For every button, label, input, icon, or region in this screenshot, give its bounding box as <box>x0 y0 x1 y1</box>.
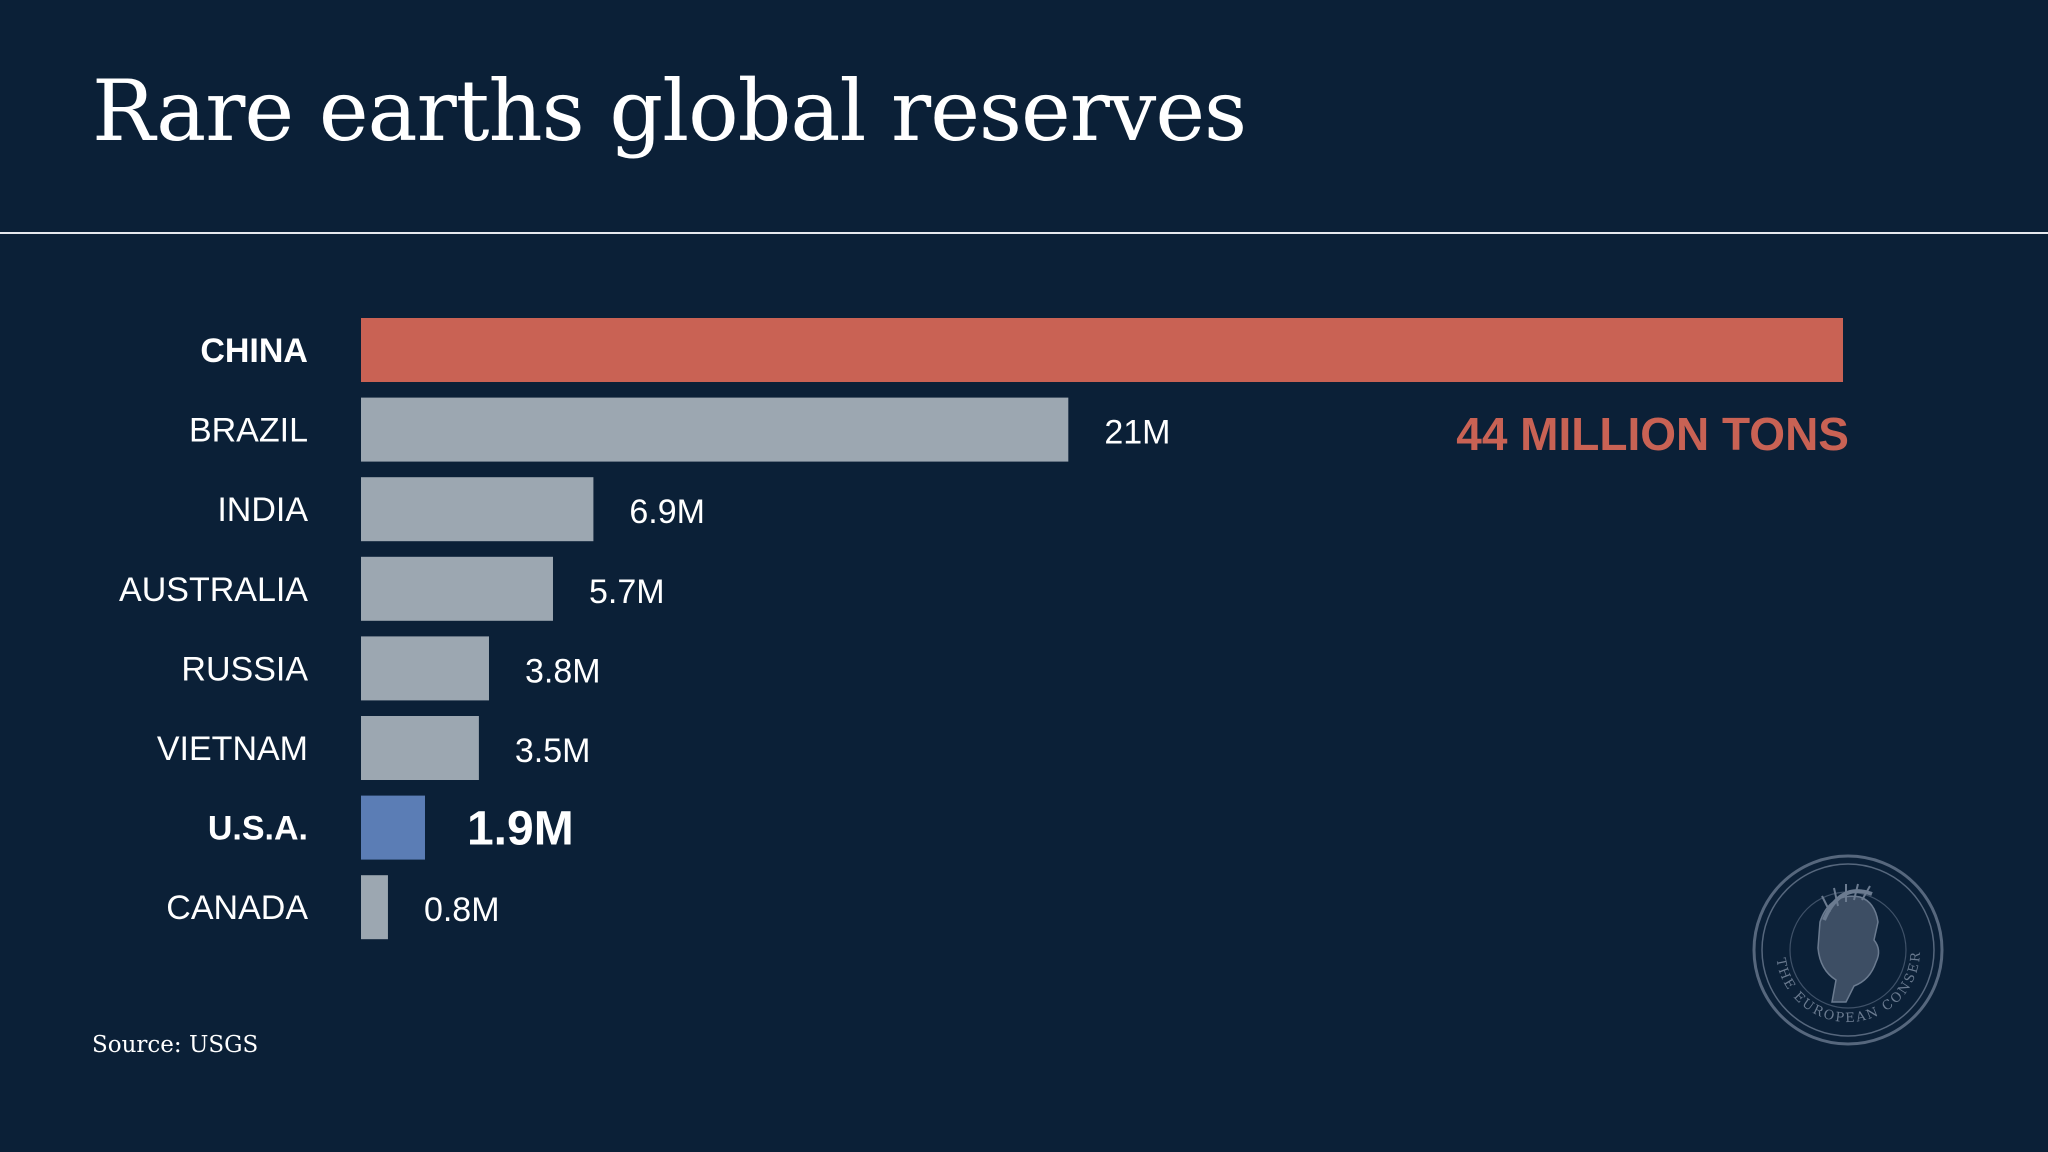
value-label-australia: 5.7M <box>589 573 665 611</box>
category-label-india: INDIA <box>217 491 308 529</box>
value-label-china: 44 MILLION TONS <box>1456 408 1849 460</box>
bar-australia <box>361 556 553 621</box>
value-label-russia: 3.8M <box>525 652 601 690</box>
helmeted-head-seal-icon: THE EUROPEAN CONSERVATIVE <box>1743 841 1944 1046</box>
category-label-australia: AUSTRALIA <box>119 571 308 609</box>
bar-u-s-a <box>361 795 425 860</box>
value-label-u-s-a: 1.9M <box>467 803 574 856</box>
bar-russia <box>361 636 489 701</box>
publisher-seal-logo: THE EUROPEAN CONSERVATIVE <box>1743 841 1946 1048</box>
bar-vietnam <box>361 716 479 780</box>
value-label-vietnam: 3.5M <box>515 732 591 770</box>
category-label-brazil: BRAZIL <box>189 412 308 450</box>
bar-brazil <box>361 397 1069 462</box>
bar-china <box>361 318 1843 382</box>
category-label-vietnam: VIETNAM <box>157 730 308 768</box>
category-label-russia: RUSSIA <box>181 650 308 688</box>
bar-canada <box>361 875 388 940</box>
title-divider <box>0 232 2048 234</box>
category-label-china: CHINA <box>200 332 308 370</box>
chart-title: Rare earths global reserves <box>92 62 1247 160</box>
value-label-india: 6.9M <box>629 493 705 531</box>
category-label-u-s-a: U.S.A. <box>208 810 308 848</box>
source-note: Source: USGS <box>92 1032 259 1058</box>
value-label-brazil: 21M <box>1104 414 1170 452</box>
category-label-canada: CANADA <box>166 889 308 927</box>
bar-india <box>361 477 594 542</box>
value-label-canada: 0.8M <box>424 891 500 929</box>
